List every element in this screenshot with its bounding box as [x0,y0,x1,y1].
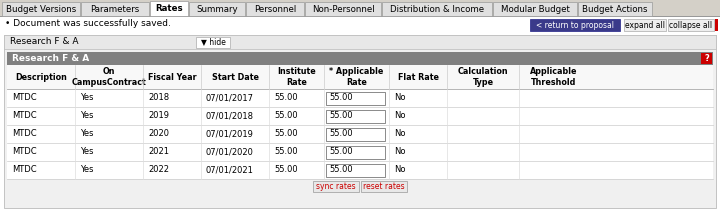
Bar [246,2,304,16]
Text: 55.00: 55.00 [329,93,353,102]
Bar [326,92,385,105]
Text: No: No [394,165,405,175]
Bar [4,35,716,49]
Text: Yes: Yes [80,93,94,102]
Text: ▼ hide: ▼ hide [201,38,225,46]
Bar [715,19,718,31]
Text: 2022: 2022 [148,165,169,175]
Text: * Applicable
Rate: * Applicable Rate [329,67,384,87]
Text: Research F & A: Research F & A [10,38,78,46]
Bar [530,19,620,31]
Bar [701,53,712,64]
Bar [668,19,714,31]
Bar [493,2,577,16]
Text: 55.00: 55.00 [274,112,297,121]
Bar [7,89,713,107]
Bar [624,19,666,31]
Bar [7,125,713,143]
Text: reset rates: reset rates [363,182,405,191]
Text: 55.00: 55.00 [274,93,297,102]
Text: 2019: 2019 [148,112,169,121]
Text: 55.00: 55.00 [329,130,353,139]
Bar [0,16,720,17]
Text: expand all: expand all [625,21,665,29]
Bar [150,1,188,16]
Text: 55.00: 55.00 [274,130,297,139]
Text: Personnel: Personnel [254,4,296,13]
Bar [361,181,407,192]
Text: 55.00: 55.00 [329,147,353,156]
Bar [7,143,713,161]
Text: Budget Versions: Budget Versions [6,4,76,13]
Text: Modular Budget: Modular Budget [500,4,570,13]
Bar [7,107,713,125]
Bar [2,2,80,16]
Text: Description: Description [15,72,67,81]
Bar [4,35,716,208]
Text: 2021: 2021 [148,147,169,156]
Text: collapse all: collapse all [670,21,713,29]
Text: 55.00: 55.00 [274,147,297,156]
Text: No: No [394,112,405,121]
Bar [326,164,385,176]
Text: Summary: Summary [196,4,238,13]
Text: Research F & A: Research F & A [12,54,89,63]
Text: Institute
Rate: Institute Rate [277,67,316,87]
Text: 55.00: 55.00 [329,165,353,175]
Text: No: No [394,130,405,139]
Bar [196,37,230,47]
Text: 07/01/2018: 07/01/2018 [206,112,254,121]
Bar [7,65,713,89]
Bar [7,52,713,65]
Text: Budget Actions: Budget Actions [582,4,648,13]
Text: Start Date: Start Date [212,72,258,81]
Text: Fiscal Year: Fiscal Year [148,72,197,81]
Text: sync rates: sync rates [316,182,356,191]
Text: Calculation
Type: Calculation Type [458,67,508,87]
Text: Distribution & Income: Distribution & Income [390,4,484,13]
Text: Yes: Yes [80,130,94,139]
Bar [326,146,385,159]
Text: 55.00: 55.00 [274,165,297,175]
Text: Non-Personnel: Non-Personnel [312,4,374,13]
Text: MTDC: MTDC [12,93,37,102]
Bar [578,2,652,16]
Bar [382,2,492,16]
Text: Flat Rate: Flat Rate [397,72,438,81]
Text: MTDC: MTDC [12,112,37,121]
Text: No: No [394,147,405,156]
Text: • Document was successfully saved.: • Document was successfully saved. [5,20,171,29]
Bar [326,127,385,140]
Text: On
CampusContract: On CampusContract [71,67,146,87]
Text: Applicable
Threshold: Applicable Threshold [530,67,577,87]
Bar [189,2,245,16]
Text: 2018: 2018 [148,93,169,102]
Text: No: No [394,93,405,102]
Bar [313,181,359,192]
Text: Yes: Yes [80,165,94,175]
Text: Rates: Rates [156,4,183,13]
Text: 07/01/2021: 07/01/2021 [206,165,254,175]
Text: MTDC: MTDC [12,130,37,139]
Text: ?: ? [704,54,709,63]
Bar [81,2,149,16]
Text: 07/01/2019: 07/01/2019 [206,130,254,139]
Text: MTDC: MTDC [12,147,37,156]
Text: Yes: Yes [80,147,94,156]
Text: 2020: 2020 [148,130,169,139]
Text: Parameters: Parameters [91,4,140,13]
Text: MTDC: MTDC [12,165,37,175]
Text: < return to proposal: < return to proposal [536,21,614,29]
Text: 55.00: 55.00 [329,112,353,121]
Bar [326,109,385,122]
Text: Yes: Yes [80,112,94,121]
Text: 07/01/2020: 07/01/2020 [206,147,254,156]
Text: 07/01/2017: 07/01/2017 [206,93,254,102]
Bar [7,161,713,179]
Bar [305,2,381,16]
